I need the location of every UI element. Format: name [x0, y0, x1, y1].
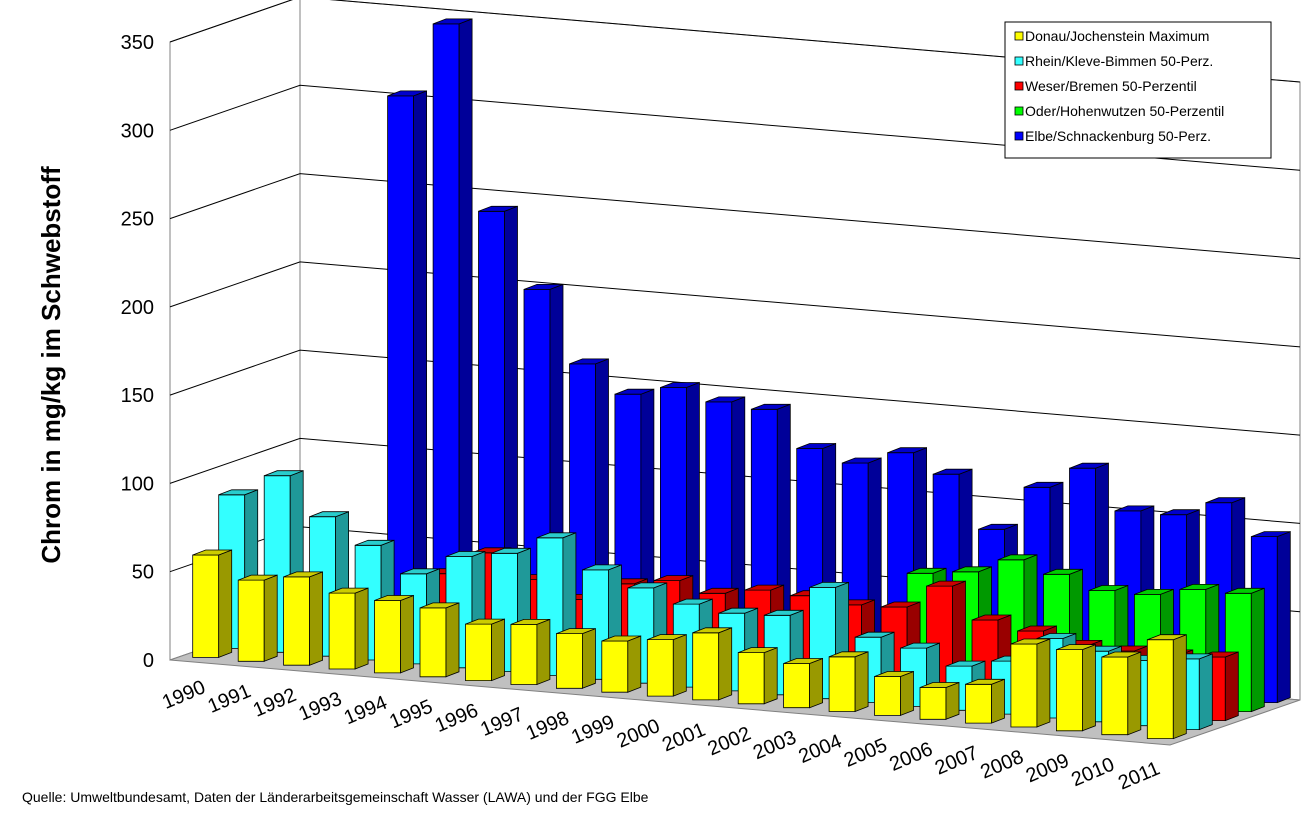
bar-donau-1990 — [192, 549, 233, 658]
bar-donau-2007 — [965, 678, 1005, 724]
y-axis: 0 50 100 150 200 250 300 350 — [121, 32, 154, 672]
bar-donau-1999 — [601, 635, 642, 693]
y-tick-label: 350 — [121, 32, 154, 54]
y-tick-label: 250 — [121, 209, 154, 231]
x-tick-label: 1992 — [250, 684, 300, 722]
svg-text:Donau/Jochenstein Maximum: Donau/Jochenstein Maximum — [1025, 28, 1209, 44]
x-tick-label: 1996 — [432, 699, 482, 737]
x-tick-label: 1993 — [295, 688, 345, 726]
svg-text:Elbe/Schnackenburg 50-Perz.: Elbe/Schnackenburg 50-Perz. — [1025, 128, 1211, 144]
x-tick-label: 2011 — [1115, 757, 1163, 794]
x-tick-label: 1994 — [341, 692, 391, 730]
bar-donau-1994 — [374, 594, 414, 674]
x-tick-label: 2000 — [614, 715, 664, 753]
x-tick-label: 2004 — [795, 730, 845, 768]
bar-elbe-1993 — [432, 18, 473, 634]
legend-item-oder: Oder/Hohenwutzen 50-Perzentil — [1014, 103, 1224, 119]
bar-donau-2008 — [1010, 638, 1051, 728]
bar-donau-2004 — [828, 651, 869, 713]
svg-text:Oder/Hohenwutzen 50-Perzentil: Oder/Hohenwutzen 50-Perzentil — [1025, 103, 1224, 119]
bar-donau-1991 — [237, 574, 278, 662]
gridline — [169, 349, 1301, 436]
legend: Donau/Jochenstein Maximum Rhein/Kleve-Bim… — [1004, 21, 1272, 159]
bar-donau-2005 — [874, 670, 914, 716]
bar-donau-2002 — [737, 647, 778, 705]
bar-donau-1995 — [419, 602, 460, 678]
svg-text:Weser/Bremen 50-Perzentil: Weser/Bremen 50-Perzentil — [1025, 78, 1197, 94]
gridline — [169, 261, 1301, 348]
bar-donau-2011 — [1146, 634, 1187, 740]
x-tick-label: 2007 — [932, 742, 982, 780]
legend-item-rhein: Rhein/Kleve-Bimmen 50-Perz. — [1014, 53, 1213, 69]
legend-item-donau: Donau/Jochenstein Maximum — [1014, 28, 1209, 44]
legend-item-weser: Weser/Bremen 50-Perzentil — [1014, 78, 1197, 94]
x-tick-label: 1999 — [568, 711, 618, 749]
bar-donau-1993 — [328, 587, 369, 670]
bar-donau-2010 — [1101, 651, 1142, 736]
y-tick-label: 200 — [121, 297, 154, 319]
bar-donau-2000 — [646, 634, 687, 697]
bar-donau-2009 — [1056, 644, 1096, 732]
svg-text:Rhein/Kleve-Bimmen 50-Perz.: Rhein/Kleve-Bimmen 50-Perz. — [1025, 53, 1213, 69]
bar-donau-1998 — [556, 628, 596, 689]
x-tick-label: 2002 — [705, 723, 755, 761]
x-tick-label: 2010 — [1068, 754, 1118, 792]
bar-donau-2003 — [783, 657, 823, 709]
gridline — [169, 173, 1301, 260]
bar-donau-1992 — [283, 571, 324, 666]
y-tick-label: 50 — [132, 562, 154, 584]
legend-item-elbe: Elbe/Schnackenburg 50-Perz. — [1014, 128, 1211, 144]
y-tick-label: 0 — [143, 650, 154, 672]
x-tick-label: 1991 — [205, 680, 255, 718]
y-axis-label: Chrom in mg/kg im Schwebstoff — [36, 166, 66, 564]
source-note: Quelle: Umweltbundesamt, Daten der Lände… — [22, 789, 649, 805]
gridline — [169, 84, 1301, 171]
y-tick-label: 150 — [121, 385, 154, 407]
x-tick-label: 2006 — [886, 738, 936, 776]
bar-donau-2006 — [919, 681, 960, 720]
y-tick-label: 100 — [121, 473, 154, 495]
bar-donau-2001 — [692, 627, 733, 701]
x-tick-label: 1995 — [386, 696, 436, 734]
bar-elbe-1992 — [387, 90, 428, 630]
gridline — [169, 0, 1301, 83]
x-tick-label: 2001 — [659, 719, 709, 757]
x-tick-label: 1997 — [477, 703, 527, 741]
bar-donau-1997 — [510, 618, 551, 686]
bar-elbe-1994 — [478, 205, 518, 638]
x-tick-label: 2009 — [1023, 750, 1073, 788]
x-tick-label: 1990 — [159, 676, 209, 714]
bars — [192, 18, 1291, 740]
x-tick-label: 1998 — [523, 707, 573, 745]
y-tick-label: 300 — [121, 120, 154, 142]
x-tick-label: 2005 — [841, 734, 891, 772]
x-tick-label: 2008 — [977, 746, 1027, 784]
bar-donau-1996 — [465, 618, 505, 682]
x-tick-label: 2003 — [750, 727, 800, 765]
